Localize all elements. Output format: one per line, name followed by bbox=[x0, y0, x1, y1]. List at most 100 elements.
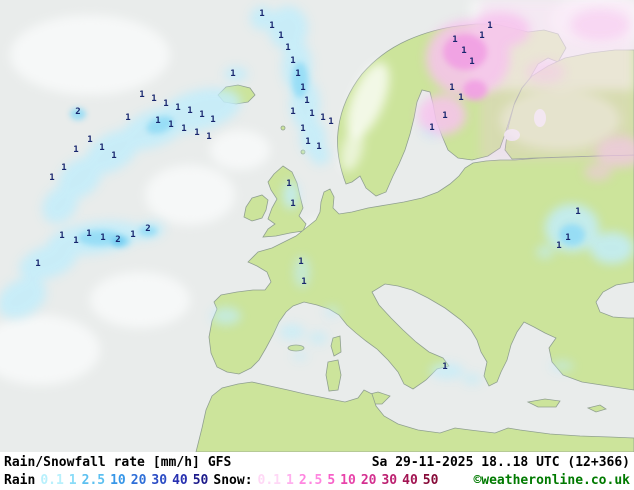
landmass-faroe bbox=[280, 125, 286, 131]
landmass-balearics bbox=[287, 344, 305, 352]
precip-value-marker: 1 bbox=[269, 21, 274, 31]
precip-value-marker: 1 bbox=[125, 113, 130, 123]
precip-value-marker: 1 bbox=[320, 113, 325, 123]
precip-value-marker: 1 bbox=[300, 83, 305, 93]
map-title: Rain/Snowfall rate bbox=[4, 454, 145, 470]
precip-value-marker: 1 bbox=[163, 99, 168, 109]
snow-scale-value: 5 bbox=[327, 472, 336, 488]
precip-value-marker: 1 bbox=[461, 46, 466, 56]
snow-scale-value: 50 bbox=[422, 472, 439, 488]
precip-value-marker: 1 bbox=[442, 111, 447, 121]
precip-value-marker: 1 bbox=[304, 96, 309, 106]
legend-scale-row: Rain 0.1 1 2.5 10 20 30 40 50 Snow: 0.1 1 2.5 5 10 2… bbox=[4, 471, 630, 489]
precip-value-marker: 1 bbox=[206, 132, 211, 142]
precip-value-marker: 1 bbox=[575, 207, 580, 217]
rain-scale-value: 10 bbox=[110, 472, 126, 488]
precip-value-marker: 2 bbox=[145, 224, 150, 234]
precip-value-marker: 1 bbox=[168, 120, 173, 130]
title-group: Rain/Snowfall rate [mm/h] GFS bbox=[4, 455, 231, 470]
precip-value-marker: 1 bbox=[565, 233, 570, 243]
precip-value-marker: 1 bbox=[175, 103, 180, 113]
precip-value-marker: 1 bbox=[259, 9, 264, 19]
precip-value-marker: 1 bbox=[151, 94, 156, 104]
precip-snow-cores bbox=[443, 34, 487, 100]
precip-value-marker: 1 bbox=[73, 236, 78, 246]
precip-value-marker: 1 bbox=[194, 128, 199, 138]
precip-value-marker: 1 bbox=[155, 116, 160, 126]
precip-value-marker: 1 bbox=[301, 277, 306, 287]
precip-value-marker: 1 bbox=[87, 135, 92, 145]
precip-value-marker: 1 bbox=[556, 241, 561, 251]
precip-value-marker: 1 bbox=[290, 56, 295, 66]
snow-scale-value: 30 bbox=[381, 472, 398, 488]
precip-value-marker: 1 bbox=[210, 115, 215, 125]
snow-scale-value: 20 bbox=[360, 472, 377, 488]
precip-value-marker: 1 bbox=[316, 142, 321, 152]
rain-scale-value: 40 bbox=[172, 472, 188, 488]
snow-scale-value: 1 bbox=[286, 472, 294, 488]
precip-value-marker: 1 bbox=[290, 107, 295, 117]
precip-value-marker: 1 bbox=[130, 230, 135, 240]
precip-value-marker: 1 bbox=[35, 259, 40, 269]
precip-value-marker: 1 bbox=[199, 110, 204, 120]
landmass-crete bbox=[526, 398, 561, 408]
precip-value-marker: 1 bbox=[73, 145, 78, 155]
precip-value-marker: 1 bbox=[230, 69, 235, 79]
rain-scale-value: 20 bbox=[130, 472, 147, 488]
precip-value-marker: 2 bbox=[75, 107, 80, 117]
precip-value-marker: 1 bbox=[99, 143, 104, 153]
landmass-ireland bbox=[243, 194, 269, 222]
rain-scale: 0.1 1 2.5 10 20 30 40 50 bbox=[40, 473, 208, 488]
precip-value-marker: 1 bbox=[449, 83, 454, 93]
snow-scale: 0.1 1 2.5 5 10 20 30 40 50 bbox=[258, 473, 439, 488]
precip-value-marker: 1 bbox=[328, 117, 333, 127]
precip-value-marker: 1 bbox=[49, 173, 54, 183]
landmass-sardinia bbox=[325, 359, 342, 392]
precip-snow-layer bbox=[418, 9, 634, 181]
precip-value-marker: 1 bbox=[100, 233, 105, 243]
precip-value-marker: 1 bbox=[469, 57, 474, 67]
model-name: GFS bbox=[207, 454, 232, 470]
landmass-cyprus bbox=[586, 404, 607, 413]
precip-value-marker: 1 bbox=[111, 151, 116, 161]
precip-value-marker: 1 bbox=[86, 229, 91, 239]
precip-value-marker: 1 bbox=[61, 163, 66, 173]
landmass-continental-europe bbox=[208, 154, 634, 391]
rain-scale-value: 2.5 bbox=[81, 472, 106, 488]
precip-value-marker: 1 bbox=[181, 124, 186, 134]
precip-value-marker: 1 bbox=[479, 31, 484, 41]
precip-value-marker: 1 bbox=[305, 137, 310, 147]
precip-value-marker: 1 bbox=[187, 106, 192, 116]
precip-value-marker: 1 bbox=[442, 362, 447, 372]
rain-scale-value: 1 bbox=[68, 472, 77, 488]
rain-scale-value: 30 bbox=[151, 472, 168, 488]
precip-value-marker: 1 bbox=[309, 109, 314, 119]
precip-value-marker: 1 bbox=[290, 199, 295, 209]
landmass-north-africa bbox=[195, 381, 634, 452]
legend-title-row: Rain/Snowfall rate [mm/h] GFS Sa 29-11-2… bbox=[4, 453, 630, 471]
precip-value-marker: 1 bbox=[59, 231, 64, 241]
precip-value-marker: 1 bbox=[429, 123, 434, 133]
map-datetime: Sa 29-11-2025 18..18 UTC (12+366) bbox=[371, 454, 630, 470]
precip-value-marker: 1 bbox=[452, 35, 457, 45]
precip-value-marker: 1 bbox=[286, 179, 291, 189]
rain-scale-value: 50 bbox=[192, 472, 209, 488]
snow-scale-value: 10 bbox=[340, 472, 356, 488]
precip-rain-heavy-core bbox=[112, 237, 124, 245]
copyright: ©weatheronline.co.uk bbox=[473, 472, 630, 488]
snow-scale-value: 0.1 bbox=[257, 472, 282, 488]
precip-value-marker: 2 bbox=[115, 235, 120, 245]
precip-value-marker: 1 bbox=[300, 124, 305, 134]
precip-value-marker: 1 bbox=[285, 43, 290, 53]
snow-scale-value: 2.5 bbox=[298, 472, 323, 488]
map-units: [mm/h] bbox=[152, 454, 200, 470]
precip-value-marker: 1 bbox=[295, 69, 300, 79]
snow-scale-value: 40 bbox=[402, 472, 418, 488]
rain-scale-value: 0.1 bbox=[40, 472, 64, 488]
precip-value-marker: 1 bbox=[139, 90, 144, 100]
rain-label: Rain bbox=[4, 472, 36, 488]
